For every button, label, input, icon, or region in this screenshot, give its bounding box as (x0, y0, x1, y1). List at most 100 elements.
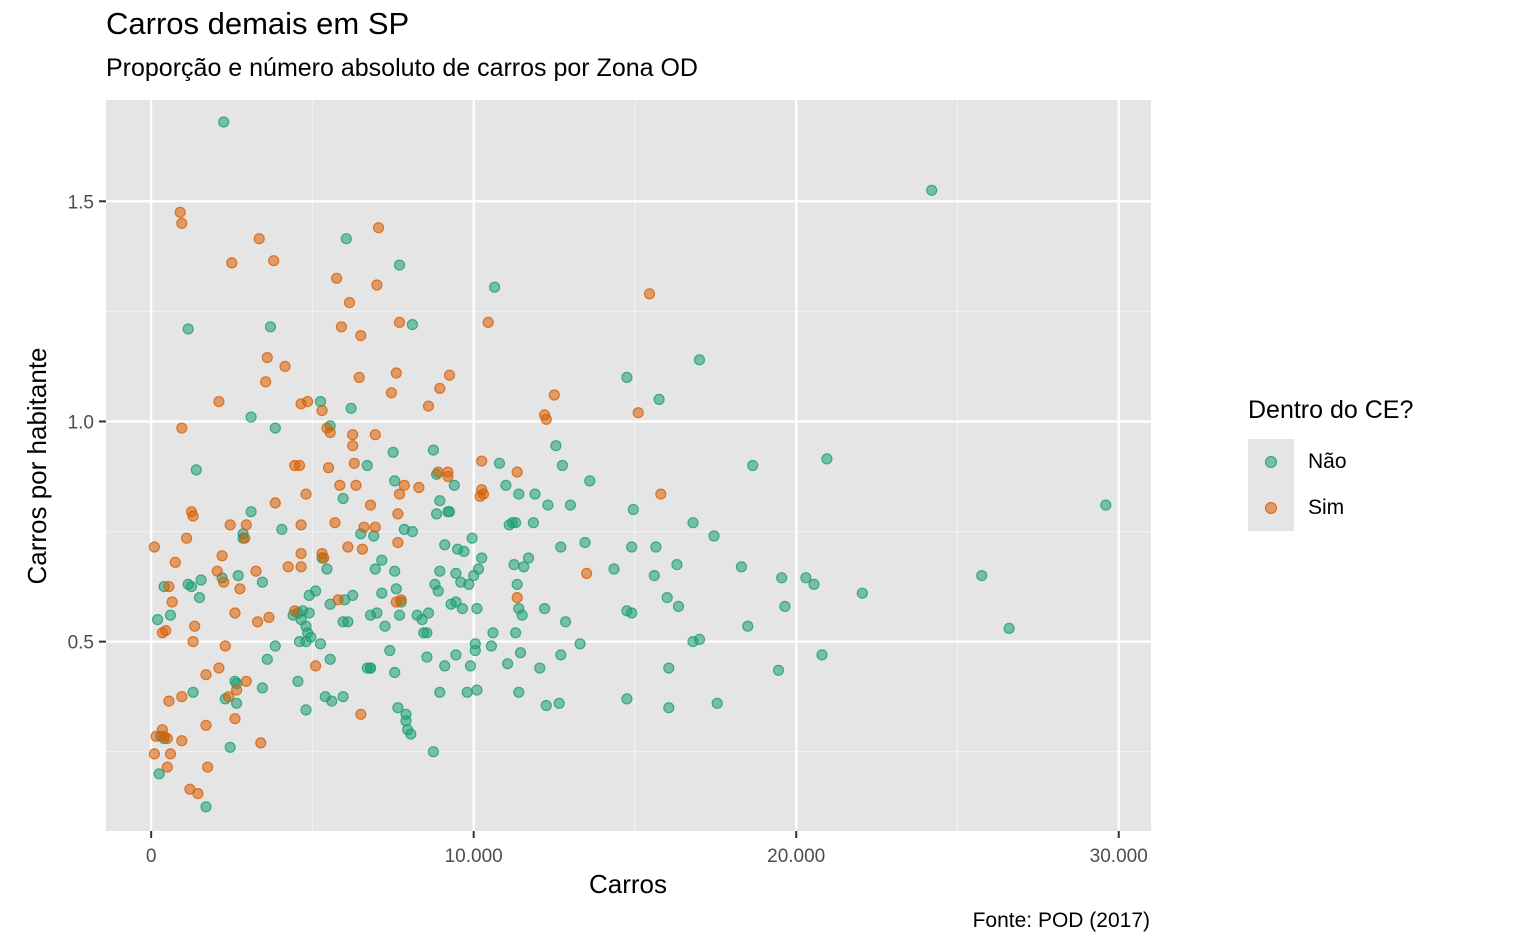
point-n-o (574, 638, 586, 650)
point-n-o (427, 444, 439, 456)
point-n-o (500, 479, 512, 491)
x-tick-label: 10.000 (445, 846, 503, 867)
point-n-o (187, 686, 199, 698)
point-n-o (300, 635, 312, 648)
chart-caption: Fonte: POD (2017) (972, 909, 1150, 932)
point-n-o (387, 446, 399, 458)
point-sim (229, 607, 241, 619)
point-sim (255, 737, 267, 749)
point-n-o (326, 695, 338, 707)
point-sim (392, 536, 404, 549)
point-n-o (337, 492, 349, 505)
point-n-o (513, 686, 525, 698)
point-sim (343, 297, 356, 309)
point-sim (318, 552, 330, 564)
point-n-o (816, 649, 828, 661)
point-sim (295, 547, 307, 560)
point-sim (263, 611, 275, 624)
point-sim (166, 596, 178, 608)
legend-key-nao (1248, 439, 1294, 485)
point-sim (163, 580, 175, 593)
point-n-o (406, 525, 418, 538)
point-sim (161, 732, 173, 745)
point-n-o (661, 591, 673, 604)
x-tick-label: 0 (146, 846, 157, 867)
point-sim (174, 206, 186, 218)
point-n-o (466, 532, 478, 544)
point-n-o (345, 402, 357, 414)
point-n-o (164, 609, 177, 621)
point-sim (211, 565, 223, 577)
point-n-o (584, 475, 596, 487)
point-sim (300, 488, 312, 500)
point-n-o (405, 728, 417, 740)
point-n-o (471, 684, 483, 696)
point-n-o (926, 184, 938, 196)
point-n-o (808, 578, 820, 591)
point-sim (187, 510, 199, 522)
point-n-o (489, 281, 501, 293)
point-sim (189, 620, 201, 632)
point-n-o (431, 508, 443, 520)
y-axis-title: Carros por habitante (22, 347, 52, 584)
point-sim (580, 567, 593, 580)
point-n-o (514, 647, 527, 659)
point-n-o (555, 649, 567, 661)
point-n-o (321, 563, 333, 575)
point-n-o (976, 569, 988, 582)
point-n-o (608, 563, 620, 575)
point-n-o (364, 662, 377, 674)
point-n-o (231, 697, 243, 709)
point-n-o (450, 649, 462, 661)
y-tick-label: 1.5 (68, 192, 94, 213)
point-sim (474, 490, 486, 502)
point-n-o (555, 541, 567, 553)
point-sim (253, 233, 265, 245)
point-n-o (579, 536, 591, 549)
point-sim (332, 594, 344, 606)
point-n-o (224, 741, 236, 753)
point-n-o (476, 552, 488, 564)
point-sim (432, 466, 444, 478)
point-sim (240, 519, 252, 531)
point-n-o (1003, 622, 1015, 635)
point-sim (187, 635, 199, 648)
point-sim (482, 316, 494, 328)
point-n-o (508, 558, 520, 571)
point-n-o (256, 682, 268, 694)
point-n-o (650, 541, 662, 553)
point-n-o (153, 768, 165, 780)
point-sim (335, 321, 347, 333)
point-sim (324, 426, 336, 439)
point-n-o (626, 607, 638, 619)
legend-item-nao: Não (1248, 439, 1413, 485)
point-sim (369, 521, 381, 533)
point-n-o (292, 675, 304, 687)
point-sim (643, 288, 656, 300)
point-sim (476, 455, 488, 467)
point-n-o (376, 554, 388, 566)
point-sim (390, 367, 402, 379)
point-n-o (540, 699, 552, 712)
point-n-o (193, 591, 206, 604)
point-sim (234, 583, 246, 595)
point-n-o (393, 259, 406, 271)
point-sim (192, 787, 204, 800)
point-n-o (200, 801, 212, 813)
major-gridlines (106, 100, 1151, 831)
point-n-o (463, 578, 475, 591)
point-sim (334, 479, 346, 491)
point-sim (295, 519, 307, 531)
point-sim (371, 279, 383, 291)
point-n-o (550, 440, 562, 452)
point-n-o (772, 664, 785, 676)
point-n-o (542, 499, 554, 511)
point-sim (240, 675, 252, 687)
point-n-o (406, 319, 418, 331)
point-n-o (687, 517, 699, 529)
point-sim (279, 360, 291, 372)
point-n-o (245, 411, 257, 423)
point-n-o (564, 499, 577, 511)
point-n-o (361, 459, 373, 472)
